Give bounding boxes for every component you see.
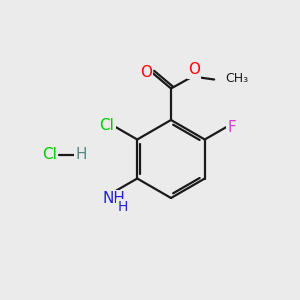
Text: H: H [75, 147, 87, 162]
Text: O: O [140, 65, 152, 80]
Text: Cl: Cl [42, 147, 57, 162]
Text: H: H [117, 200, 128, 214]
Text: F: F [228, 120, 236, 135]
Text: CH₃: CH₃ [226, 72, 249, 85]
Text: O: O [188, 62, 200, 77]
Text: NH: NH [102, 191, 125, 206]
Text: Cl: Cl [100, 118, 114, 133]
